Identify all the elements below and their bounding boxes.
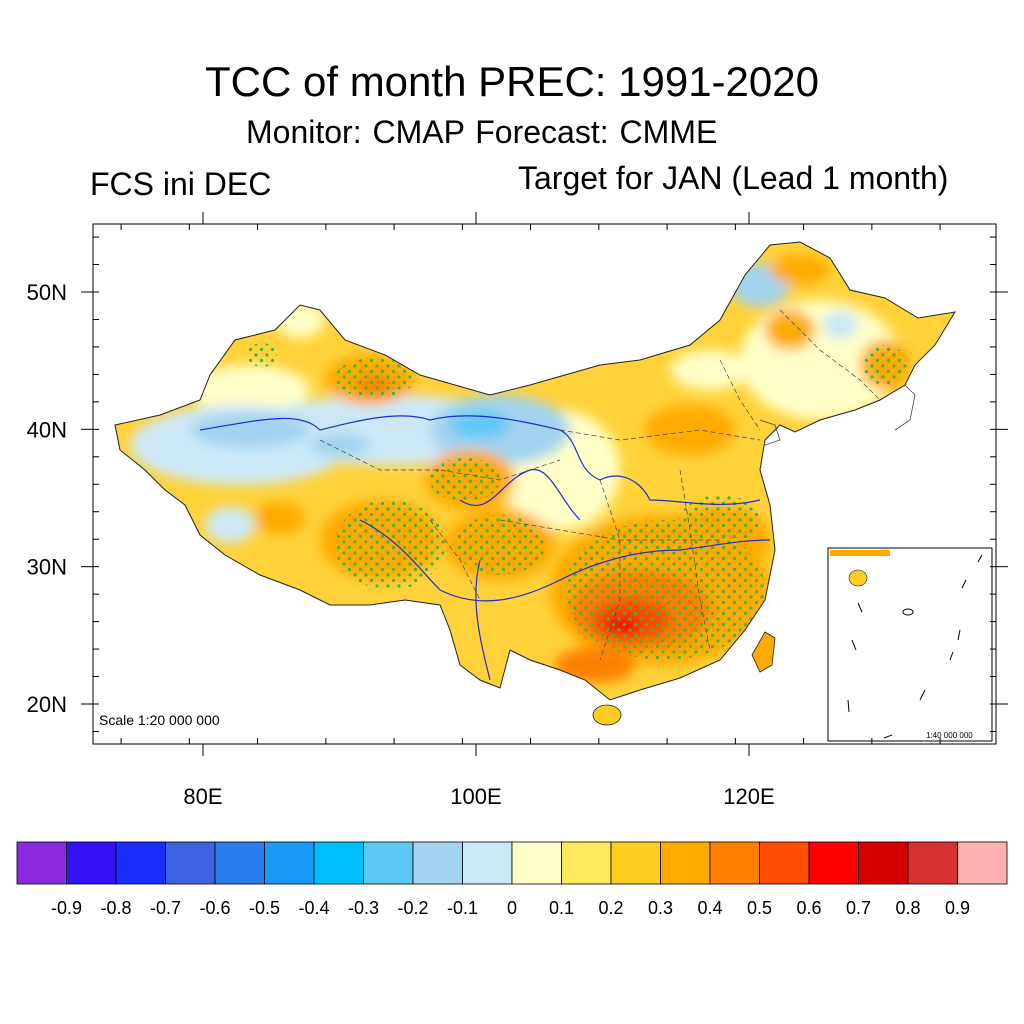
colorbar-label: -0.3 xyxy=(348,898,379,918)
colorbar-swatch xyxy=(610,841,661,885)
colorbar-label: 0.2 xyxy=(598,898,623,918)
colorbar-swatch xyxy=(412,841,463,885)
right-label: Target for JAN (Lead 1 month) xyxy=(518,160,949,196)
colorbar-swatch xyxy=(561,841,612,885)
colorbar-swatch xyxy=(16,841,67,885)
rivers xyxy=(199,415,771,681)
colorbar-swatch xyxy=(858,841,909,885)
colorbar-swatch xyxy=(363,841,414,885)
province-boundaries xyxy=(319,309,881,661)
chart-subtitle: Monitor: CMAP Forecast: CMME xyxy=(246,114,718,150)
colorbar-label: -0.1 xyxy=(447,898,478,918)
taiwan xyxy=(751,631,776,673)
lat-tick-label: 40N xyxy=(27,417,67,442)
colorbar-swatch xyxy=(313,841,364,885)
inset-scale-text: 1:40 000 000 xyxy=(926,731,973,740)
colorbar-swatch xyxy=(264,841,315,885)
lon-tick-label: 80E xyxy=(183,784,222,809)
significance-stippling xyxy=(247,343,907,660)
colorbar-label: 0.8 xyxy=(895,898,920,918)
colorbar-swatch xyxy=(808,841,859,885)
colorbar-label: -0.2 xyxy=(397,898,428,918)
colorbar: -0.9 -0.8 -0.7 -0.6 -0.5 -0.4 -0.3 -0.2 -0.1 0 0.1… xyxy=(16,841,1008,918)
map-scale-text: Scale 1:20 000 000 xyxy=(99,712,220,728)
colorbar-swatch xyxy=(957,841,1008,885)
colorbar-label: 0.3 xyxy=(648,898,673,918)
lon-tick-label: 100E xyxy=(450,784,501,809)
colorbar-label: 0.1 xyxy=(549,898,574,918)
colorbar-swatch xyxy=(511,841,562,885)
colorbar-label: 0.5 xyxy=(747,898,772,918)
colorbar-label: -0.4 xyxy=(298,898,329,918)
lat-tick-label: 50N xyxy=(27,280,67,305)
colorbar-label: -0.7 xyxy=(150,898,181,918)
lat-tick-label: 20N xyxy=(27,692,67,717)
chart-title: TCC of month PREC: 1991-2020 xyxy=(205,58,819,105)
neighbour-outline xyxy=(894,384,916,431)
colorbar-label: -0.5 xyxy=(249,898,280,918)
bohai-outline xyxy=(759,419,781,446)
china-border xyxy=(114,241,956,701)
colorbar-label: -0.6 xyxy=(199,898,230,918)
colorbar-swatch xyxy=(115,841,166,885)
lon-tick-label: 120E xyxy=(723,784,774,809)
map-axes: 50N 40N 30N 20N 80E 100E 120E xyxy=(27,212,1008,809)
colorbar-swatch xyxy=(660,841,711,885)
colorbar-label: 0.6 xyxy=(796,898,821,918)
colorbar-swatch xyxy=(462,841,513,885)
colorbar-swatch xyxy=(759,841,810,885)
hainan xyxy=(592,704,622,726)
south-china-sea-inset: 1:40 000 000 xyxy=(827,547,993,742)
lat-tick-label: 30N xyxy=(27,555,67,580)
left-label: FCS ini DEC xyxy=(90,166,272,202)
colorbar-swatch xyxy=(165,841,216,885)
colorbar-swatch xyxy=(907,841,958,885)
colorbar-label: 0.7 xyxy=(846,898,871,918)
colorbar-label: 0 xyxy=(507,898,517,918)
colorbar-label: -0.9 xyxy=(51,898,82,918)
colorbar-label: 0.4 xyxy=(697,898,722,918)
colorbar-swatch xyxy=(709,841,760,885)
colorbar-label: 0.9 xyxy=(945,898,970,918)
colorbar-swatch xyxy=(214,841,265,885)
colorbar-swatch xyxy=(66,841,117,885)
colorbar-label: -0.8 xyxy=(100,898,131,918)
